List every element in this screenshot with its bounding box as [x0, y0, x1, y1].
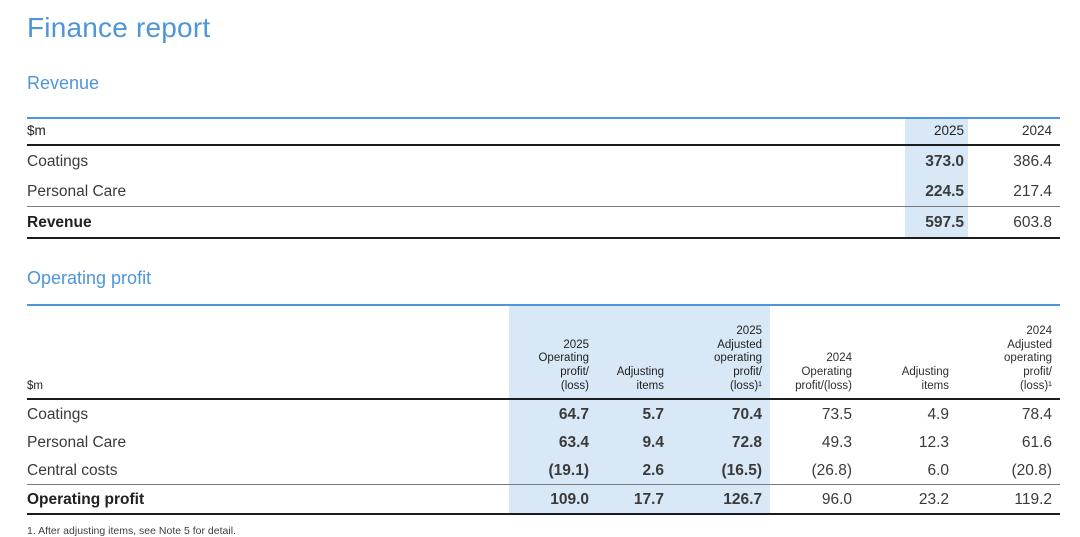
revenue-header-row: $m 2025 2024	[27, 118, 1060, 146]
row-label: Coatings	[27, 152, 89, 170]
value-2024-adjusting: 4.9	[927, 406, 949, 424]
row-label: Operating profit	[27, 484, 509, 516]
operating-profit-section-title: Operating profit	[27, 267, 152, 288]
value-2024: 217.4	[968, 175, 1060, 207]
value-2025: 597.5	[905, 206, 968, 239]
value-2025: 373.0	[905, 144, 968, 176]
revenue-unit-label: $m	[27, 118, 905, 146]
table-row-personal-care: Personal Care 224.5 217.4	[27, 175, 1060, 207]
table-row-revenue-total: Revenue 597.5 603.8	[27, 206, 1060, 239]
value-2025-operating: (19.1)	[509, 456, 597, 486]
value-2024-adjusted: 78.4	[1021, 406, 1052, 424]
value-2025: 224.5	[905, 175, 968, 207]
footnote: 1. After adjusting items, see Note 5 for…	[27, 525, 236, 537]
table-row-coatings: Coatings 64.7 5.7 70.4 73.5 4.9 78.4	[27, 399, 1060, 429]
revenue-section: Revenue $m 2025 2024 Coatings 373.0 386.…	[27, 73, 1060, 239]
operating-header-row: $m 2025 Operating profit/ (loss) Adjusti…	[27, 305, 1060, 401]
value-2024-adjusted: 119.2	[957, 484, 1060, 516]
column-2024-adjusting-items: Adjusting items	[860, 305, 957, 401]
value-2024-adjusted: (20.8)	[957, 456, 1060, 486]
value-2025-adjusted: 72.8	[672, 428, 770, 457]
value-2025-operating: 63.4	[509, 428, 597, 457]
value-2024-adjusted: 61.6	[1021, 434, 1052, 452]
table-row-personal-care: Personal Care 63.4 9.4 72.8 49.3 12.3 61…	[27, 428, 1060, 457]
table-row-coatings: Coatings 373.0 386.4	[27, 144, 1060, 176]
column-2025-operating-profit-loss: 2025 Operating profit/ (loss)	[509, 305, 597, 401]
row-label: Central costs	[27, 456, 509, 486]
row-label: Personal Care	[27, 434, 127, 452]
column-2024-adjusted-operating-profit-loss: 2024 Adjusted operating profit/ (loss)¹	[957, 305, 1060, 401]
value-2025-operating: 109.0	[509, 484, 597, 516]
value-2025-adjusting: 2.6	[597, 456, 672, 486]
column-2024-operating-profit-loss: 2024 Operating profit/(loss)	[770, 305, 860, 401]
value-2025-adjusted: 70.4	[672, 399, 770, 429]
page-title: Finance report	[27, 12, 211, 43]
revenue-column-2025: 2025	[905, 118, 968, 146]
value-2024-adjusting: 23.2	[860, 484, 957, 516]
value-2025-adjusting: 5.7	[597, 399, 672, 429]
value-2024: 603.8	[968, 206, 1060, 239]
revenue-table: $m 2025 2024 Coatings 373.0 386.4 Person…	[27, 117, 1060, 239]
value-2025-adjusting: 17.7	[597, 484, 672, 516]
value-2024-adjusting: 12.3	[918, 434, 949, 452]
column-2025-adjusting-items: Adjusting items	[597, 305, 672, 401]
operating-profit-table: $m 2025 Operating profit/ (loss) Adjusti…	[27, 304, 1060, 516]
operating-unit-label: $m	[27, 305, 509, 401]
value-2025-adjusted: 126.7	[672, 484, 770, 516]
table-row-operating-profit-total: Operating profit 109.0 17.7 126.7 96.0 2…	[27, 484, 1060, 516]
value-2024-operating: 96.0	[770, 484, 860, 516]
value-2024-operating: 73.5	[821, 406, 852, 424]
value-2024: 386.4	[1013, 152, 1052, 170]
table-row-central-costs: Central costs (19.1) 2.6 (16.5) (26.8) 6…	[27, 456, 1060, 486]
revenue-column-2024: 2024	[968, 118, 1060, 146]
row-label: Personal Care	[27, 175, 905, 207]
value-2024-adjusting: 6.0	[860, 456, 957, 486]
value-2024-operating: 49.3	[821, 434, 852, 452]
revenue-section-title: Revenue	[27, 72, 100, 93]
column-2025-adjusted-operating-profit-loss: 2025 Adjusted operating profit/ (loss)¹	[672, 305, 770, 401]
value-2025-adjusting: 9.4	[597, 428, 672, 457]
row-label: Revenue	[27, 206, 905, 239]
value-2024-operating: (26.8)	[770, 456, 860, 486]
value-2025-adjusted: (16.5)	[672, 456, 770, 486]
row-label: Coatings	[27, 406, 89, 424]
value-2025-operating: 64.7	[509, 399, 597, 429]
operating-profit-section: Operating profit $m 2025 Operating profi…	[27, 268, 1060, 516]
